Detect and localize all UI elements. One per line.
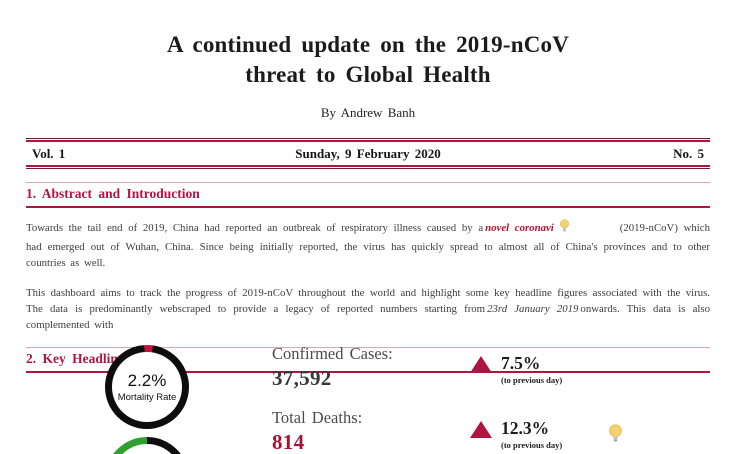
triangle-up-icon (470, 421, 492, 438)
confirmed-cases-delta: 7.5% (to previous day) (470, 353, 562, 385)
key-figures-panel: 2.2% Mortality Rate Confirmed Cases: 37,… (0, 332, 736, 454)
page-title: A continued update on the 2019-nCoV thre… (0, 30, 736, 90)
double-rule-bottom (26, 164, 710, 169)
confirmed-cases-value: 37,592 (272, 366, 332, 390)
total-deaths-kpi: Total Deaths: 814 (272, 408, 362, 454)
lightbulb-icon[interactable] (608, 424, 623, 450)
double-rule-top (26, 137, 710, 142)
volume-bar: Vol. 1 Sunday, 9 February 2020 No. 5 (26, 137, 710, 169)
volume-label: Vol. 1 (32, 145, 66, 161)
secondary-donut-chart-partial (105, 437, 189, 454)
deaths-delta-note: (to previous day) (501, 440, 563, 450)
issue-number: No. 5 (673, 145, 704, 161)
triangle-up-icon (470, 356, 492, 373)
paragraph-text: (2019-nCoV) which had emerged out of Wuh… (26, 221, 710, 269)
issue-date: Sunday, 9 February 2020 (295, 145, 441, 161)
title-line-2: threat to Global Health (245, 61, 491, 87)
mortality-rate-donut-chart: 2.2% Mortality Rate (105, 345, 189, 429)
total-deaths-delta: 12.3% (to previous day) (470, 418, 562, 450)
donut-center: 2.2% Mortality Rate (112, 352, 182, 422)
paragraph-text: This dashboard aims to track the progres… (26, 286, 710, 315)
paragraph-text: onwards. This data is also complemented … (26, 302, 710, 331)
section-header-abstract: 1. Abstract and Introduction (26, 181, 710, 208)
novel-coronavirus-highlight: novel coronavi (485, 221, 554, 234)
total-deaths-label: Total Deaths: (272, 408, 363, 427)
title-line-1: A continued update on the 2019-nCoV (166, 32, 570, 57)
lightbulb-icon[interactable] (559, 219, 570, 240)
masthead: A continued update on the 2019-nCoV thre… (0, 0, 736, 121)
abstract-paragraph-1: Towards the tail end of 2019, China had … (26, 219, 710, 272)
confirmed-cases-label: Confirmed Cases: (272, 344, 393, 363)
confirmed-delta-note: (to previous day) (501, 375, 563, 385)
mortality-rate-label: Mortality Rate (117, 392, 177, 403)
deaths-delta-percent: 12.3% (501, 418, 550, 438)
abstract-paragraph-2: This dashboard aims to track the progres… (26, 286, 710, 334)
donut-center (112, 444, 182, 454)
confirmed-cases-kpi: Confirmed Cases: 37,592 (272, 344, 393, 391)
date-italic: 23rd January 2019 (487, 302, 579, 315)
byline: By Andrew Banh (320, 104, 416, 120)
mortality-rate-value: 2.2% (127, 371, 167, 390)
confirmed-delta-percent: 7.5% (501, 353, 541, 373)
paragraph-text: Towards the tail end of 2019, China had … (26, 221, 484, 234)
section-1-heading: 1. Abstract and Introduction (26, 185, 200, 201)
total-deaths-value: 814 (272, 430, 305, 454)
